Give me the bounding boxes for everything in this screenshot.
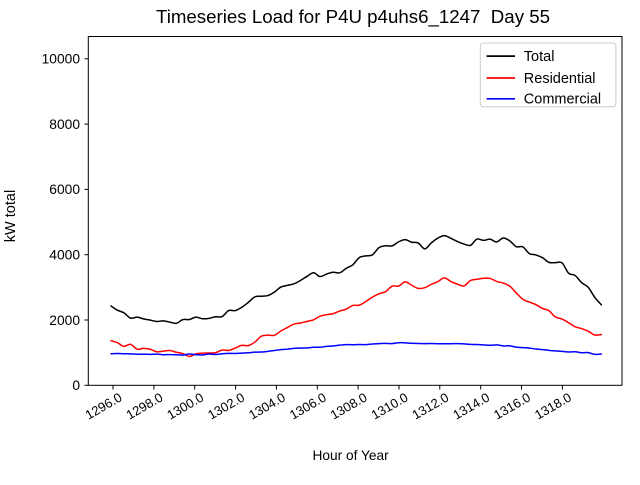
svg-text:Total: Total xyxy=(524,49,555,65)
svg-text:Residential: Residential xyxy=(524,71,596,87)
svg-text:2000: 2000 xyxy=(49,313,80,328)
svg-text:Commercial: Commercial xyxy=(524,92,601,108)
svg-text:10000: 10000 xyxy=(42,52,81,67)
svg-text:6000: 6000 xyxy=(49,182,80,197)
svg-text:kW total: kW total xyxy=(3,190,19,242)
svg-text:4000: 4000 xyxy=(49,248,80,263)
svg-text:Hour of Year: Hour of Year xyxy=(313,448,390,463)
svg-text:8000: 8000 xyxy=(49,117,80,132)
svg-text:0: 0 xyxy=(72,378,80,393)
svg-text:Timeseries Load for P4U p4uhs6: Timeseries Load for P4U p4uhs6_1247 Day … xyxy=(156,6,550,28)
